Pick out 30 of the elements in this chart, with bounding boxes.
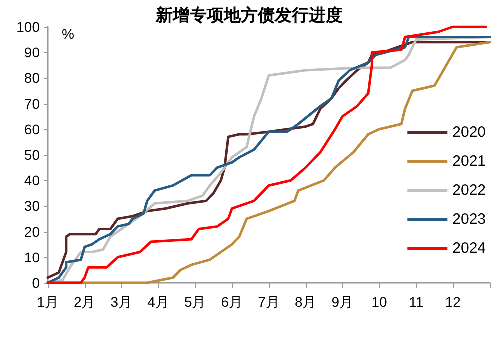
y-tick-label: 70 [24, 96, 40, 112]
chart-title: 新增专项地方债发行进度 [155, 6, 343, 25]
y-tick-label: 90 [24, 44, 40, 61]
x-tick-label: 1月 [37, 294, 59, 310]
x-tick-label: 7月 [258, 294, 280, 310]
y-tick-label: 60 [24, 121, 40, 138]
y-tick-label: 80 [24, 70, 40, 86]
legend-label: 2021 [452, 153, 486, 170]
y-tick-label: 100 [16, 19, 40, 35]
x-tick-label: 11 [409, 294, 424, 310]
x-tick-label: 3月 [110, 294, 133, 310]
x-tick-label: 10 [372, 294, 388, 310]
x-tick-label: 8月 [294, 294, 317, 310]
y-axis-title: % [62, 26, 74, 42]
y-tick-label: 10 [24, 249, 40, 266]
legend-label: 2020 [452, 124, 486, 141]
legend-label: 2024 [452, 240, 486, 257]
y-tick-label: 0 [32, 275, 40, 291]
x-tick-label: 4月 [148, 294, 170, 310]
legend-label: 2022 [452, 182, 486, 199]
x-tick-label: 6月 [221, 294, 244, 310]
y-tick-label: 40 [24, 172, 40, 189]
y-tick-label: 50 [24, 147, 40, 163]
x-tick-label: 12 [445, 294, 462, 310]
legend-label: 2023 [452, 211, 486, 228]
x-tick-label: 2月 [74, 294, 96, 310]
y-tick-label: 20 [24, 224, 40, 240]
x-tick-label: 5月 [184, 294, 206, 310]
x-tick-label: 9月 [332, 294, 354, 310]
y-tick-label: 30 [24, 198, 40, 214]
